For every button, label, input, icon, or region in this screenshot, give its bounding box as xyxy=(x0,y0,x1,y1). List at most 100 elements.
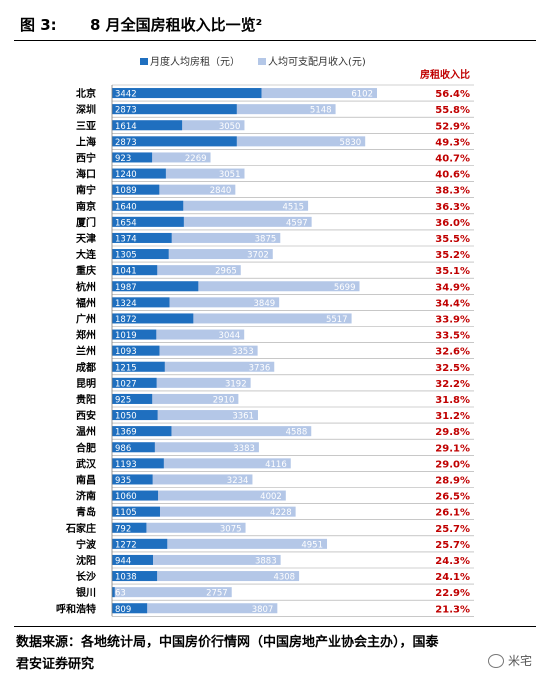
bar-income xyxy=(112,297,280,308)
category-label: 宁波 xyxy=(76,538,97,551)
ratio-value: 35.2% xyxy=(435,250,470,261)
ratio-header: 房租收入比 xyxy=(420,68,470,81)
bar-rent xyxy=(112,104,237,115)
data-label-income: 3383 xyxy=(233,444,255,454)
figure-number: 图 3: xyxy=(20,16,57,34)
bar-income xyxy=(112,571,300,582)
bar-rent xyxy=(112,361,165,372)
bar-rent xyxy=(112,490,159,501)
bar-income xyxy=(112,345,258,356)
bar-income xyxy=(112,184,236,195)
bar-rent xyxy=(112,152,153,163)
bar-income xyxy=(112,265,241,276)
data-label-rent: 1872 xyxy=(115,315,137,325)
category-label: 西宁 xyxy=(76,151,96,164)
ratio-value: 26.1% xyxy=(435,508,470,519)
data-label-rent: 1654 xyxy=(115,218,137,228)
data-label-rent: 1374 xyxy=(115,234,137,244)
bar-income xyxy=(112,152,211,163)
data-label-rent: 1041 xyxy=(115,267,137,277)
category-label: 大连 xyxy=(76,248,97,261)
bar-income xyxy=(112,313,352,324)
ratio-value: 24.1% xyxy=(435,572,470,583)
data-label-income: 2910 xyxy=(213,395,235,405)
ratio-value: 29.1% xyxy=(435,443,470,454)
category-label: 成都 xyxy=(76,361,96,374)
bar-income xyxy=(112,377,251,388)
data-label-rent: 2873 xyxy=(115,106,137,116)
category-label: 郑州 xyxy=(76,329,96,342)
category-label: 福州 xyxy=(75,296,96,309)
ratio-value: 40.7% xyxy=(435,153,470,164)
source-rule xyxy=(14,626,536,627)
ratio-value: 34.9% xyxy=(435,282,470,293)
ratio-value: 31.8% xyxy=(435,395,470,406)
bar-income xyxy=(112,426,312,437)
data-label-rent: 1640 xyxy=(115,202,137,212)
ratio-value: 29.8% xyxy=(435,427,470,438)
data-label-rent: 63 xyxy=(115,589,126,599)
data-label-income: 5517 xyxy=(326,315,348,325)
bar-income xyxy=(112,442,259,453)
ratio-value: 26.5% xyxy=(435,492,470,503)
category-label: 呼和浩特 xyxy=(56,602,96,615)
data-label-rent: 935 xyxy=(115,476,131,486)
bar-income xyxy=(112,522,246,533)
data-label-rent: 1105 xyxy=(115,508,137,518)
category-label: 南京 xyxy=(76,200,96,213)
data-label-rent: 1019 xyxy=(115,331,137,341)
data-label-rent: 792 xyxy=(115,524,131,534)
bar-income xyxy=(112,200,309,211)
ratio-value: 32.5% xyxy=(435,363,470,374)
data-label-rent: 986 xyxy=(115,444,131,454)
data-label-income: 3702 xyxy=(247,251,269,261)
bar-rent xyxy=(112,200,184,211)
category-label: 武汉 xyxy=(76,457,97,470)
legend-label-rent: 月度人均房租（元） xyxy=(150,55,240,68)
category-label: 天津 xyxy=(76,232,96,245)
data-label-rent: 809 xyxy=(115,605,131,615)
ratio-value: 28.9% xyxy=(435,475,470,486)
ratio-value: 33.9% xyxy=(435,314,470,325)
bar-rent xyxy=(112,184,160,195)
chat-bubble-icon xyxy=(487,653,504,668)
bar-rent xyxy=(112,410,158,421)
bar-rent xyxy=(112,345,160,356)
bar-income xyxy=(112,168,245,179)
category-label: 南宁 xyxy=(76,184,96,197)
ratio-value: 24.3% xyxy=(435,556,470,567)
data-label-rent: 1060 xyxy=(115,492,137,502)
bar-income xyxy=(112,393,239,404)
bar-rent xyxy=(112,232,172,243)
bar-rent xyxy=(112,474,153,485)
data-label-income: 4308 xyxy=(273,573,295,583)
data-label-income: 4002 xyxy=(260,492,282,502)
data-label-rent: 1272 xyxy=(115,540,137,550)
ratio-value: 32.6% xyxy=(435,347,470,358)
category-label: 沈阳 xyxy=(76,554,96,567)
bar-rent xyxy=(112,297,170,308)
bar-income xyxy=(112,249,273,260)
data-label-rent: 2873 xyxy=(115,138,137,148)
data-label-rent: 1240 xyxy=(115,170,137,180)
ratio-value: 29.0% xyxy=(435,459,470,470)
category-label: 北京 xyxy=(76,87,96,100)
data-label-rent: 1050 xyxy=(115,412,137,422)
ratio-value: 52.9% xyxy=(435,121,470,132)
bar-income xyxy=(112,410,258,421)
ratio-value: 35.1% xyxy=(435,266,470,277)
watermark: 米宅 xyxy=(487,652,532,669)
data-label-income: 5148 xyxy=(310,106,332,116)
ratio-value: 22.9% xyxy=(435,588,470,599)
ratio-value: 33.5% xyxy=(435,331,470,342)
bar-rent xyxy=(112,522,147,533)
bar-income xyxy=(112,136,366,147)
bar-income xyxy=(112,361,275,372)
bar-rent xyxy=(112,265,158,276)
source-note: 数据来源：各地统计局，中国房价行情网（中国房地产业协会主办），国泰 君安证券研究 xyxy=(16,632,536,676)
category-label: 海口 xyxy=(76,168,96,181)
bar-income xyxy=(112,216,312,227)
ratio-value: 36.0% xyxy=(435,218,470,229)
bar-rent xyxy=(112,554,153,565)
bar-income xyxy=(112,506,296,517)
